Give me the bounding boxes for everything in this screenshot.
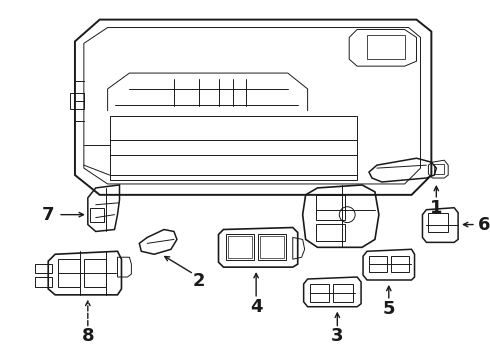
Text: 2: 2 bbox=[193, 272, 205, 290]
Bar bbox=[260, 237, 284, 258]
Text: 3: 3 bbox=[331, 328, 343, 346]
Bar bbox=[58, 259, 80, 287]
Bar bbox=[333, 284, 353, 302]
Text: 8: 8 bbox=[81, 328, 94, 346]
Bar bbox=[316, 224, 345, 242]
Bar bbox=[391, 256, 409, 272]
Bar bbox=[84, 259, 106, 287]
Text: 4: 4 bbox=[250, 298, 262, 316]
Bar bbox=[228, 237, 252, 258]
Bar bbox=[316, 195, 345, 220]
Bar bbox=[310, 284, 329, 302]
Bar bbox=[110, 116, 357, 180]
Text: 7: 7 bbox=[42, 206, 54, 224]
Bar bbox=[367, 35, 405, 59]
Bar bbox=[369, 256, 387, 272]
Bar bbox=[258, 234, 286, 260]
Bar bbox=[90, 208, 104, 222]
Bar bbox=[434, 164, 444, 174]
Bar bbox=[226, 234, 254, 260]
Text: 5: 5 bbox=[383, 300, 395, 318]
Bar bbox=[428, 213, 448, 233]
Text: 1: 1 bbox=[430, 199, 442, 217]
Text: 6: 6 bbox=[478, 216, 490, 234]
